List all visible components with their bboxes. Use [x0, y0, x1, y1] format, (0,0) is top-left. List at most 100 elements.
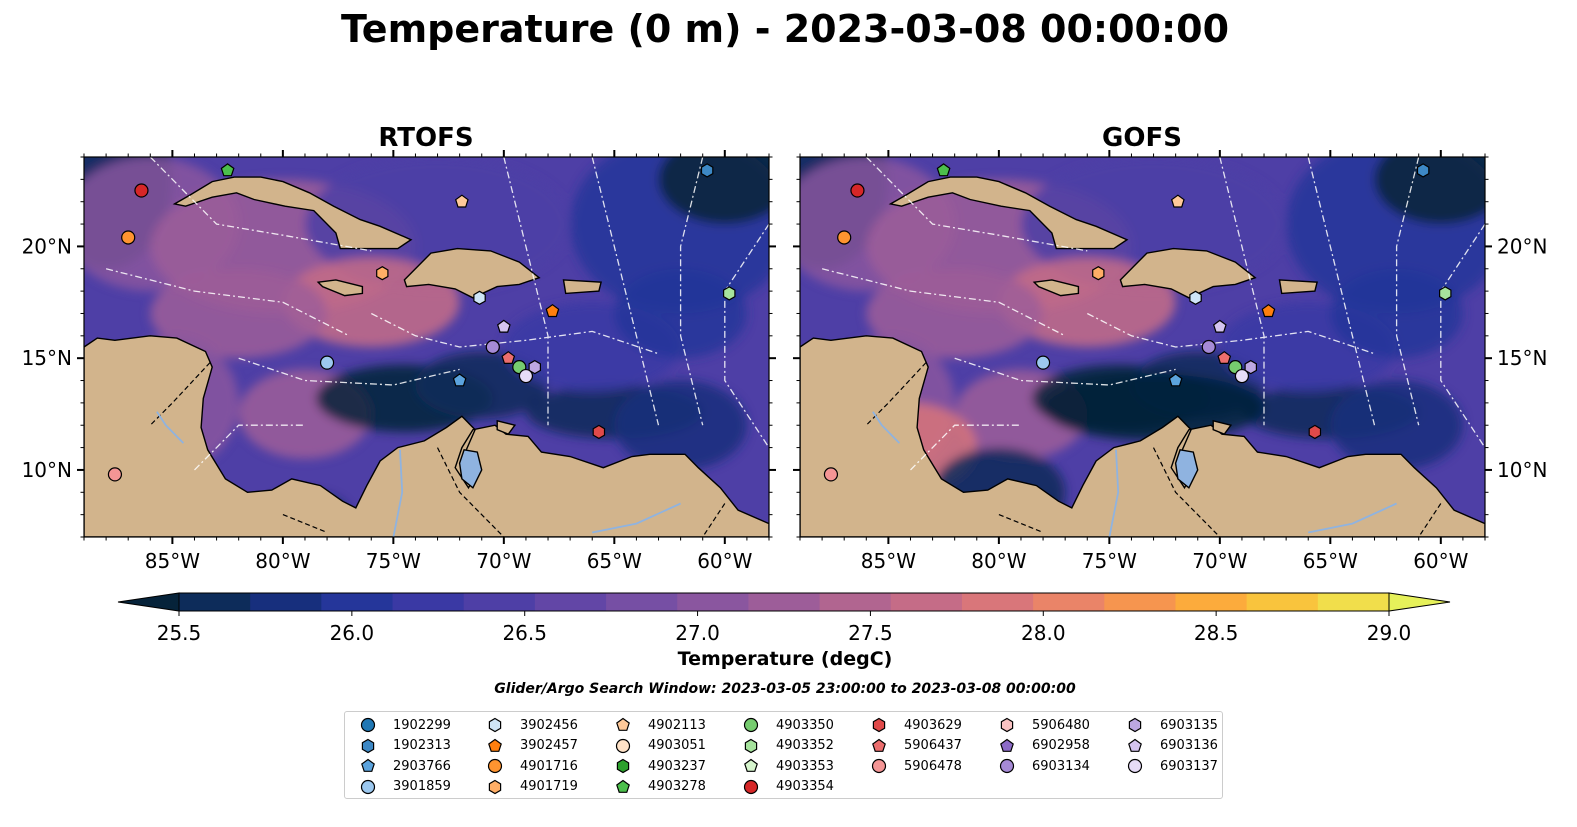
platform-marker-4903354: [850, 183, 865, 198]
rtofs-map: [84, 157, 769, 537]
legend-item-4903237: 4903237: [614, 757, 706, 775]
colorbar-tick-label: 28.5: [1194, 621, 1239, 645]
legend-item-4902113: 4902113: [614, 716, 706, 734]
colorbar-label: Temperature (degC): [678, 648, 893, 670]
x-tick-label: 85°W: [145, 549, 200, 573]
platform-marker-5906437: [1217, 350, 1232, 364]
legend-item-1902313: 1902313: [359, 737, 451, 755]
cuba-land: [172, 176, 413, 250]
platform-marker-6903137: [518, 368, 534, 384]
panel-title-gofs: GOFS: [1102, 123, 1182, 153]
legend-marker-pentagon: [744, 758, 758, 772]
legend-marker-pentagon: [361, 758, 375, 772]
platform-marker-5906478: [823, 467, 839, 482]
platform-marker-6903135: [1244, 359, 1258, 375]
legend-label: 3901859: [393, 779, 451, 794]
legend-label: 4903278: [648, 779, 706, 794]
legend-marker-circle: [360, 717, 376, 733]
legend-item-3901859: 3901859: [359, 778, 451, 796]
legend-label: 4901716: [520, 758, 578, 774]
gofs-map: [800, 157, 1485, 537]
legend-item-4903354: 4903354: [742, 778, 834, 796]
eez-boundaries: [821, 157, 1485, 471]
legend-item-4903278: 4903278: [614, 778, 706, 796]
legend-label: 4903352: [776, 738, 834, 753]
platform-marker-3902457: [1261, 303, 1276, 318]
legend-item-5906478: 5906478: [870, 757, 962, 775]
legend-item-1902299: 1902299: [359, 716, 451, 734]
colorbar-tick-label: 27.5: [848, 621, 893, 645]
platform-marker-3902456: [473, 290, 486, 305]
legend-marker-pentagon: [488, 738, 502, 752]
platform-marker-1902313: [700, 163, 714, 178]
platform-marker-4903354: [134, 183, 149, 198]
legend-label: 1902313: [393, 738, 451, 753]
legend-item-6903136: 6903136: [1126, 737, 1218, 755]
legend-label: 4903237: [648, 758, 706, 774]
platform-marker-6903137: [1234, 368, 1250, 384]
legend-label: 4903350: [776, 717, 834, 733]
y-tick-label: 15°N: [1497, 346, 1547, 370]
legend-item-5906437: 5906437: [870, 737, 962, 755]
colorbar-tick-label: 26.5: [502, 621, 547, 645]
legend-marker-circle: [743, 779, 759, 794]
x-tick-label: 85°W: [861, 549, 916, 573]
country-borders: [865, 362, 1442, 537]
colorbar-cell: [606, 593, 678, 611]
colorbar-cell: [463, 593, 536, 611]
x-tick-label: 65°W: [587, 549, 642, 573]
venezuelaTop-land: [1212, 419, 1233, 436]
platform-marker-2903766: [452, 373, 467, 387]
legend-marker-hexagon: [744, 738, 758, 753]
legend-marker-circle: [999, 758, 1015, 774]
legend-item-6903134: 6903134: [998, 757, 1090, 775]
legend-label: 4903354: [776, 779, 834, 794]
legend-item-6902958: 6902958: [998, 737, 1090, 755]
colorbar-cell: [1317, 593, 1390, 611]
legend-item-4901719: 4901719: [486, 778, 578, 796]
platform-marker-6903136: [496, 319, 511, 333]
legend-marker-pentagon: [616, 779, 630, 793]
colorbar-cell: [1033, 593, 1105, 611]
land-masses: [84, 176, 769, 537]
puertoRico-land: [562, 279, 602, 295]
legend-label: 4901719: [520, 779, 578, 794]
legend-item-2903766: 2903766: [359, 757, 451, 775]
colorbar-cell: [748, 593, 821, 611]
legend-label: 4903051: [648, 738, 706, 753]
y-tick-label: 10°N: [22, 458, 72, 482]
legend-label: 4903629: [904, 717, 962, 733]
platform-marker-6903134: [1201, 339, 1216, 355]
legend-marker-pentagon: [1128, 738, 1142, 752]
lakeMaracaibo-land: [1174, 449, 1199, 489]
venezuelaTop-land: [496, 419, 517, 436]
hispaniola-land: [403, 247, 541, 299]
legend-label: 2903766: [393, 758, 451, 774]
legend-item-4903629: 4903629: [870, 716, 962, 734]
platform-marker-3902457: [545, 303, 560, 318]
x-tick-label: 70°W: [476, 549, 531, 573]
colorbar-extend-low: [117, 592, 180, 612]
legend-marker-pentagon: [616, 717, 630, 731]
legend-item-3902457: 3902457: [486, 737, 578, 755]
legend-label: 6903136: [1160, 738, 1218, 753]
platform-markers: [823, 163, 1452, 482]
country-borders: [149, 362, 726, 537]
legend-item-4903051: 4903051: [614, 737, 706, 755]
colorbar-cell: [250, 593, 322, 611]
eez-boundaries: [105, 157, 769, 471]
legend-item-4903352: 4903352: [742, 737, 834, 755]
legend-label: 3902456: [520, 717, 578, 733]
y-tick-label: 20°N: [22, 234, 72, 258]
x-tick-label: 75°W: [366, 549, 421, 573]
legend-marker-hexagon: [1000, 717, 1014, 733]
x-tick-label: 70°W: [1192, 549, 1247, 573]
legend-marker-circle: [743, 717, 759, 733]
platform-marker-4903278: [936, 163, 951, 177]
centralAmerica-land: [800, 335, 1485, 537]
legend-item-6903137: 6903137: [1126, 757, 1218, 775]
legend-marker-hexagon: [361, 738, 375, 753]
legend-marker-pentagon: [872, 738, 886, 752]
platform-marker-3901859: [319, 355, 335, 370]
jamaica-land: [1032, 279, 1080, 297]
